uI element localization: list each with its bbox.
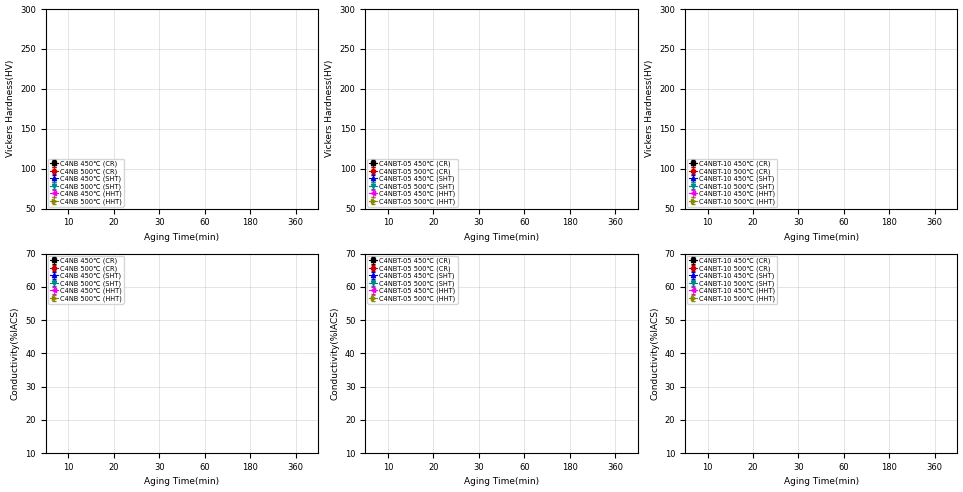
- Y-axis label: Conductivity(%IACS): Conductivity(%IACS): [650, 307, 659, 400]
- X-axis label: Aging Time(min): Aging Time(min): [464, 233, 539, 242]
- X-axis label: Aging Time(min): Aging Time(min): [784, 233, 859, 242]
- Y-axis label: Vickers Hardness(HV): Vickers Hardness(HV): [325, 60, 334, 157]
- Y-axis label: Vickers Hardness(HV): Vickers Hardness(HV): [645, 60, 654, 157]
- Legend: C4NBT-10 450℃ (CR), C4NBT-10 500℃ (CR), C4NBT-10 450℃ (SHT), C4NBT-10 500℃ (SHT): C4NBT-10 450℃ (CR), C4NBT-10 500℃ (CR), …: [687, 158, 777, 207]
- Y-axis label: Conductivity(%IACS): Conductivity(%IACS): [330, 307, 339, 400]
- Legend: C4NB 450℃ (CR), C4NB 500℃ (CR), C4NB 450℃ (SHT), C4NB 500℃ (SHT), C4NB 450℃ (HHT: C4NB 450℃ (CR), C4NB 500℃ (CR), C4NB 450…: [48, 158, 123, 207]
- X-axis label: Aging Time(min): Aging Time(min): [144, 233, 220, 242]
- X-axis label: Aging Time(min): Aging Time(min): [784, 477, 859, 487]
- Y-axis label: Vickers Hardness(HV): Vickers Hardness(HV): [6, 60, 14, 157]
- Legend: C4NB 450℃ (CR), C4NB 500℃ (CR), C4NB 450℃ (SHT), C4NB 500℃ (SHT), C4NB 450℃ (HHT: C4NB 450℃ (CR), C4NB 500℃ (CR), C4NB 450…: [48, 256, 123, 304]
- X-axis label: Aging Time(min): Aging Time(min): [464, 477, 539, 487]
- X-axis label: Aging Time(min): Aging Time(min): [144, 477, 220, 487]
- Legend: C4NBT-05 450℃ (CR), C4NBT-05 500℃ (CR), C4NBT-05 450℃ (SHT), C4NBT-05 500℃ (SHT): C4NBT-05 450℃ (CR), C4NBT-05 500℃ (CR), …: [367, 256, 457, 304]
- Legend: C4NBT-05 450℃ (CR), C4NBT-05 500℃ (CR), C4NBT-05 450℃ (SHT), C4NBT-05 500℃ (SHT): C4NBT-05 450℃ (CR), C4NBT-05 500℃ (CR), …: [367, 158, 457, 207]
- Legend: C4NBT-10 450℃ (CR), C4NBT-10 500℃ (CR), C4NBT-10 450℃ (SHT), C4NBT-10 500℃ (SHT): C4NBT-10 450℃ (CR), C4NBT-10 500℃ (CR), …: [687, 256, 777, 304]
- Y-axis label: Conductivity(%IACS): Conductivity(%IACS): [11, 307, 20, 400]
